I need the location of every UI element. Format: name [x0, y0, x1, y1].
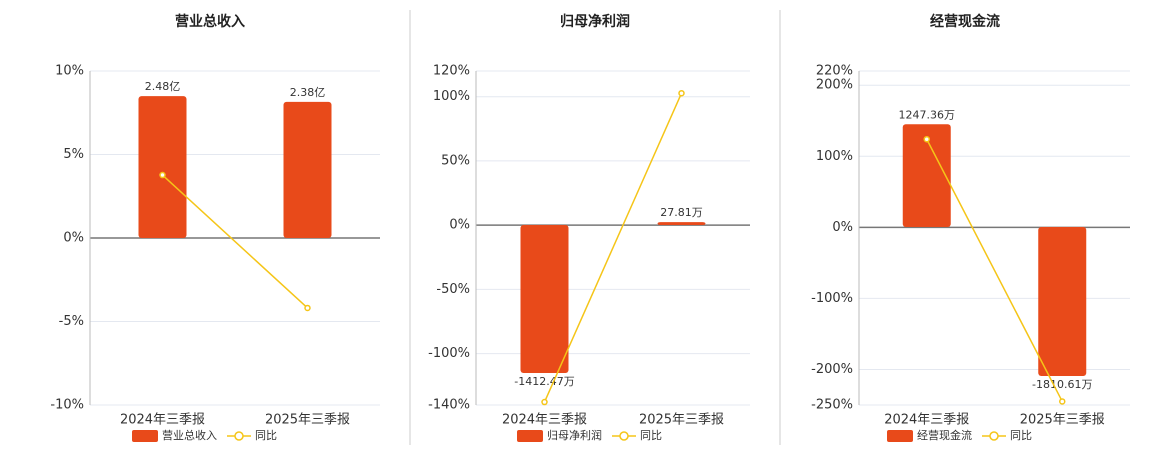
- line-point: [1059, 398, 1066, 405]
- y-tick-label: 50%: [441, 153, 470, 168]
- legend-swatch: [132, 430, 158, 442]
- value-label: 27.81万: [660, 206, 703, 219]
- legend-label: 同比: [1010, 429, 1032, 442]
- y-tick-label: 120%: [433, 64, 470, 79]
- x-tick-label: 2024年三季报: [502, 413, 587, 428]
- value-label: 2.48亿: [145, 80, 181, 93]
- chart-title: 归母净利润: [560, 13, 630, 30]
- legend-swatch: [887, 430, 913, 442]
- x-tick-label: 2025年三季报: [265, 413, 350, 428]
- legend-swatch: [619, 431, 629, 441]
- legend-label: 营业总收入: [162, 428, 217, 442]
- y-tick-label: -100%: [811, 291, 853, 306]
- legend-swatch: [234, 431, 244, 441]
- y-tick-label: 5%: [63, 147, 84, 162]
- x-tick-label: 2025年三季报: [639, 413, 724, 428]
- line-point: [678, 89, 685, 97]
- x-tick-label: 2024年三季报: [120, 413, 205, 428]
- value-label: -1412.47万: [514, 375, 574, 388]
- y-tick-label: 200%: [816, 78, 853, 93]
- legend-label: 经营现金流: [917, 428, 972, 442]
- x-tick-label: 2024年三季报: [884, 413, 969, 428]
- x-tick-label: 2025年三季报: [1020, 413, 1105, 428]
- legend-swatch: [517, 430, 543, 442]
- bar: [1038, 226, 1087, 376]
- legend-label: 同比: [255, 429, 277, 442]
- y-tick-label: -250%: [811, 398, 853, 413]
- y-tick-label: 0%: [449, 218, 470, 233]
- y-tick-label: 220%: [816, 64, 853, 79]
- legend-label: 同比: [640, 429, 662, 442]
- line-point: [541, 398, 548, 406]
- line-point: [304, 304, 311, 312]
- y-tick-label: 0%: [63, 231, 84, 246]
- value-label: -1810.61万: [1032, 378, 1092, 391]
- line-point: [159, 171, 166, 179]
- y-tick-label: -140%: [428, 398, 470, 413]
- y-tick-label: -200%: [811, 362, 853, 377]
- line: [543, 92, 683, 403]
- y-tick-label: 10%: [55, 64, 84, 79]
- legend-swatch: [989, 431, 999, 441]
- bar: [138, 96, 187, 238]
- line: [161, 174, 309, 309]
- chart-title: 营业总收入: [175, 13, 245, 30]
- y-tick-label: -100%: [428, 346, 470, 361]
- value-label: 1247.36万: [899, 108, 956, 121]
- value-label: 2.38亿: [290, 86, 326, 99]
- bar: [520, 225, 569, 373]
- line-point: [923, 135, 930, 143]
- bar: [902, 124, 951, 227]
- y-tick-label: -5%: [59, 314, 84, 329]
- y-tick-label: -50%: [436, 282, 470, 297]
- y-tick-label: 100%: [816, 149, 853, 164]
- legend-label: 归母净利润: [547, 428, 602, 442]
- bar: [657, 222, 706, 226]
- line: [926, 138, 1063, 402]
- y-tick-label: 0%: [832, 220, 853, 235]
- y-tick-label: -10%: [50, 398, 84, 413]
- y-tick-label: 100%: [433, 89, 470, 104]
- bar: [283, 101, 332, 238]
- chart-title: 经营现金流: [930, 13, 1000, 30]
